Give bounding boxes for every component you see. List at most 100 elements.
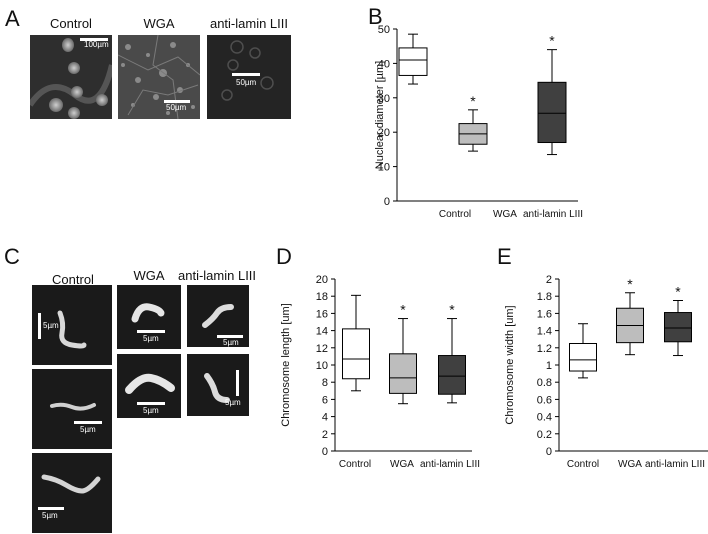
panel-letter-c: C (4, 244, 20, 269)
chart-d-ytick-label-3: 6 (322, 394, 328, 406)
scalebar-c-wga-1 (137, 330, 165, 333)
scalebar-c-wga-2-label: 5µm (143, 406, 159, 415)
chart-e-category-0: Control (567, 459, 599, 470)
chromosome-c-control-3 (41, 474, 101, 494)
chart-b-box-0 (398, 33, 428, 85)
panel-letter-a: A (5, 6, 20, 31)
micrograph-c-anti-lamin-1: 5µm (187, 285, 249, 347)
chromosome-c-wga-2 (125, 373, 175, 394)
chromosome-c-wga-1 (131, 303, 165, 323)
panel-letter-e: E (497, 244, 512, 269)
chart-d-ytick-label-6: 12 (316, 343, 328, 355)
chart-b-iqr-0 (398, 47, 428, 76)
scalebar-c-control-2-label: 5µm (80, 425, 96, 434)
chromosome-c-anti-lamin-2 (204, 373, 230, 403)
micrograph-a-anti-lamin-cells (221, 40, 274, 101)
chart-b-ytick-label-3: 30 (378, 93, 390, 105)
micrograph-a-anti-lamin: 50µm (207, 35, 291, 119)
micrograph-a-wga-texture (118, 35, 200, 119)
chart-b-iqr-2 (537, 81, 567, 144)
chart-e-ytick-label-6: 1.2 (537, 343, 552, 355)
scalebar-a-anti-lamin-label: 50µm (236, 78, 257, 87)
scalebar-a-control (80, 38, 108, 41)
chart-e-ytick-label-1: 0.2 (537, 429, 552, 441)
chart-e-iqr-0 (569, 343, 597, 372)
panel-a-label-control: Control (50, 16, 92, 31)
chart-b-significance-2: * (549, 33, 555, 49)
chart-d-iqr-0 (342, 328, 370, 380)
chart-e-category-2: anti-lamin LIII (645, 459, 705, 470)
micrograph-c-wga-2: 5µm (117, 354, 181, 418)
chart-d-category-2: anti-lamin LIII (420, 459, 480, 470)
chart-e-ylabel: Chromosome width [um] (504, 305, 516, 424)
chart-d-ylabel: Chromosome length [um] (280, 303, 292, 427)
panel-c-label-anti-lamin: anti-lamin LIII (178, 268, 257, 283)
scalebar-c-control-3-label: 5µm (42, 511, 58, 520)
chart-b-category-2: anti-lamin LIII (523, 209, 583, 220)
scalebar-c-anti-lamin-1-label: 5µm (223, 338, 239, 347)
scalebar-a-control-label: 100µm (84, 40, 109, 49)
scalebar-c-control-1-label: 5µm (43, 321, 59, 330)
scalebar-c-control-3 (38, 507, 64, 510)
panel-a-label-wga: WGA (143, 16, 175, 31)
chart-e-box-1: * (616, 276, 644, 356)
chromosome-c-control-1 (57, 310, 87, 349)
micrograph-c-anti-lamin-2: 5µm (187, 354, 249, 416)
chart-d: 0 2 4 6 8 10 12 14 16 18 20 Chromosome length [um] C… (280, 274, 480, 470)
chart-d-ytick-label-2: 4 (322, 412, 328, 424)
panel-letter-b: B (368, 4, 383, 29)
micrograph-a-wga: 50µm (118, 35, 200, 119)
chart-b-ylabel: Nuclear diameter [µm] (374, 61, 386, 169)
chart-d-ytick-label-9: 18 (316, 291, 328, 303)
micrograph-a-control: 100µm (30, 35, 112, 119)
micrograph-c-wga-1: 5µm (117, 285, 181, 349)
chart-e-box-0 (569, 323, 597, 379)
chart-d-ytick-label-1: 2 (322, 429, 328, 441)
chart-b: 0 10 20 30 40 50 Nuclear diameter [µm] Control W… (374, 24, 583, 220)
chart-b-box-1: * (458, 93, 488, 152)
scalebar-c-control-1 (38, 313, 41, 339)
chart-b-box-2: * (537, 33, 567, 156)
chart-d-ytick-label-7: 14 (316, 326, 328, 338)
chart-d-ytick-label-10: 20 (316, 274, 328, 286)
chart-d-category-0: Control (339, 459, 371, 470)
chromosome-c-control-2 (50, 402, 96, 411)
chart-d-box-2: * (438, 302, 466, 404)
micrograph-c-control-1: 5µm (32, 285, 112, 365)
chart-d-ytick-label-5: 10 (316, 360, 328, 372)
chart-b-category-1: WGA (493, 209, 517, 220)
micrograph-c-control-3: 5µm (32, 453, 112, 533)
chart-d-ytick-label-4: 8 (322, 377, 328, 389)
chart-e-ytick-label-0: 0 (546, 446, 552, 458)
scalebar-c-control-2 (74, 421, 102, 424)
chart-b-ytick-label-2: 20 (378, 127, 390, 139)
chart-d-significance-2: * (449, 302, 455, 318)
chart-d-ytick-label-8: 16 (316, 308, 328, 320)
chart-d-box-0 (342, 294, 370, 392)
panel-a-label-anti-lamin: anti-lamin LIII (209, 16, 289, 31)
chart-d-iqr-2 (438, 355, 466, 395)
chart-b-significance-1: * (470, 93, 476, 109)
chart-d-iqr-1 (389, 353, 417, 394)
panel-c-label-control: Control (52, 272, 94, 287)
chart-e-ytick-label-4: 0.8 (537, 377, 552, 389)
scalebar-c-wga-2 (137, 402, 165, 405)
panel-letter-d: D (276, 244, 292, 269)
chart-d-box-1: * (389, 302, 417, 405)
scalebar-a-wga-label: 50µm (166, 103, 187, 112)
chart-e-ytick-label-8: 1.6 (537, 308, 552, 320)
chart-b-ytick-label-4: 40 (378, 58, 390, 70)
chart-e-ytick-label-7: 1.4 (537, 326, 552, 338)
chart-e-ytick-label-5: 1 (546, 360, 552, 372)
chart-e-ytick-label-2: 0.4 (537, 412, 552, 424)
chart-b-ytick-label-5: 50 (378, 24, 390, 36)
chart-e: 0 0.2 0.4 0.6 0.8 1 1.2 1.4 1.6 1.8 2 Chromosome wi… (504, 274, 708, 470)
scalebar-c-anti-lamin-2-label: 5µm (225, 398, 241, 407)
chart-e-ytick-label-10: 2 (546, 274, 552, 286)
scalebar-c-anti-lamin-2 (236, 370, 239, 396)
chart-e-ytick-label-3: 0.6 (537, 394, 552, 406)
chart-b-ytick-label-0: 0 (384, 196, 390, 208)
scalebar-a-wga (164, 100, 190, 103)
chart-e-ytick-label-9: 1.8 (537, 291, 552, 303)
chart-e-significance-2: * (675, 284, 681, 300)
